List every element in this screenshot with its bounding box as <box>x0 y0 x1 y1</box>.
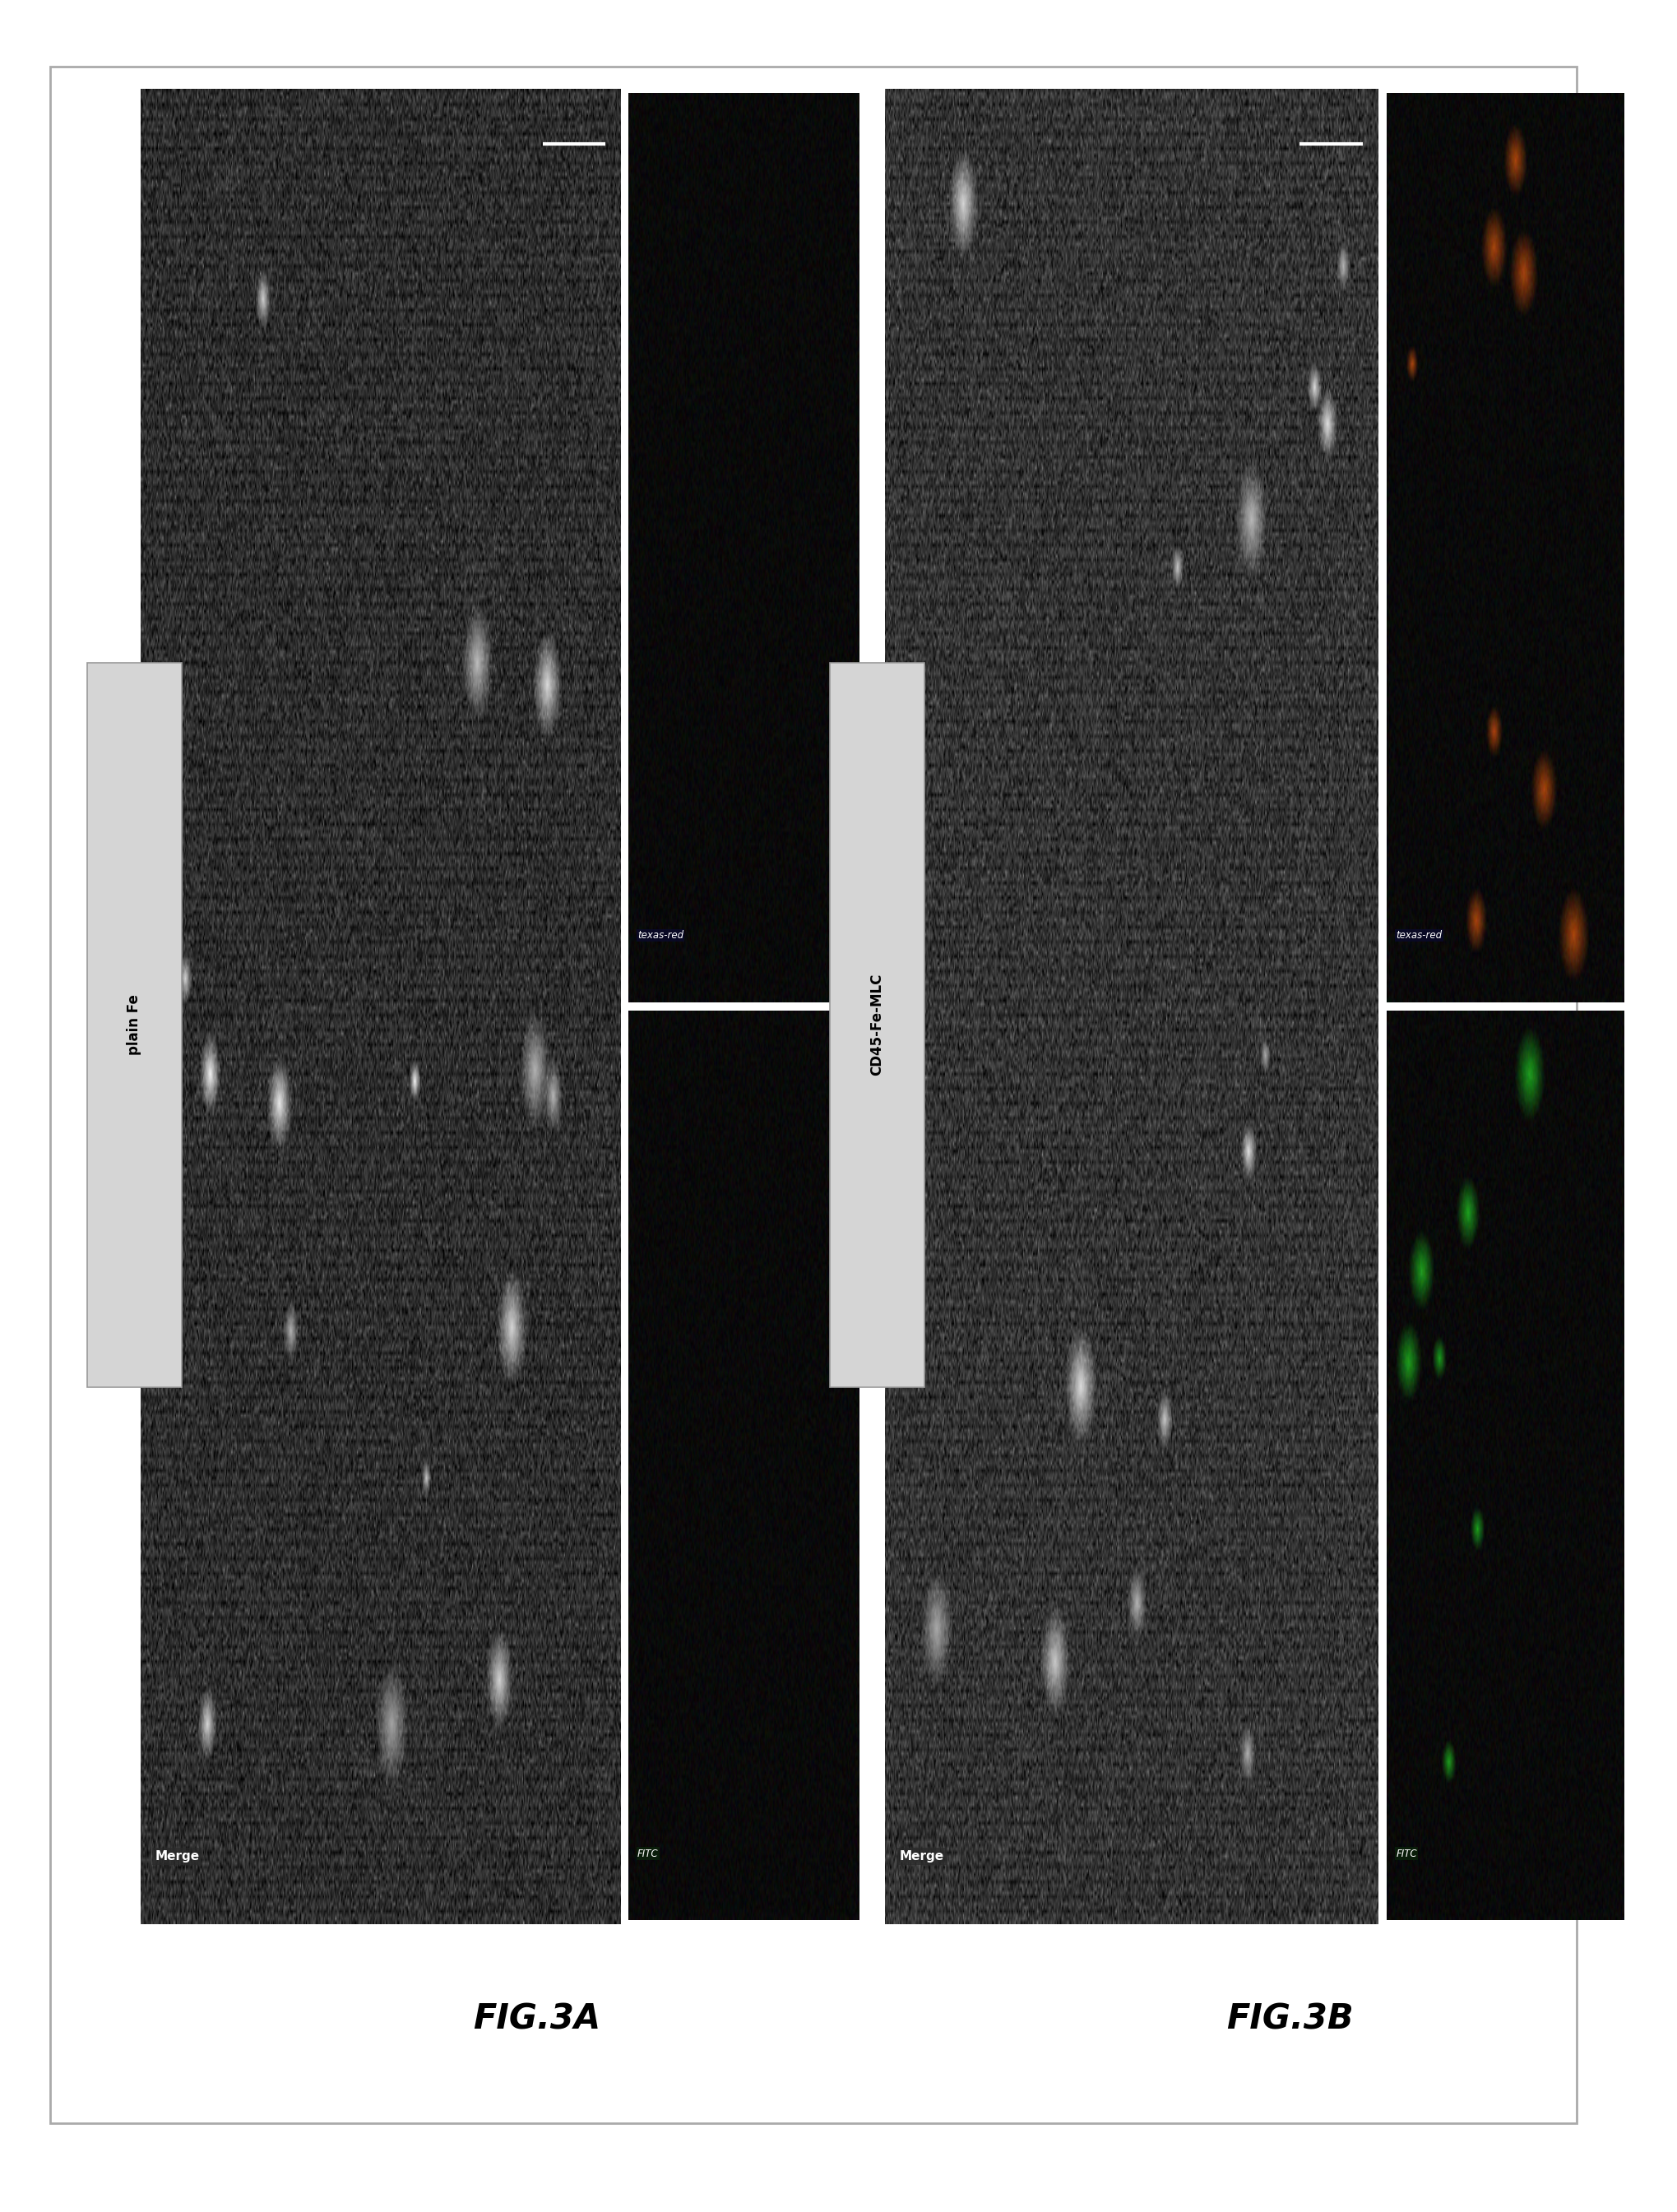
Text: FITC: FITC <box>637 1849 659 1858</box>
FancyBboxPatch shape <box>87 661 181 1387</box>
Text: FITC: FITC <box>1395 1849 1417 1858</box>
Text: CD45-Fe-MLC: CD45-Fe-MLC <box>870 973 884 1075</box>
FancyBboxPatch shape <box>830 661 924 1387</box>
Text: Merge: Merge <box>901 1849 944 1863</box>
Text: FIG.3B: FIG.3B <box>1226 2002 1353 2037</box>
Text: texas-red: texas-red <box>1395 931 1442 940</box>
Text: Merge: Merge <box>154 1849 200 1863</box>
Text: plain Fe: plain Fe <box>127 995 141 1055</box>
Text: FIG.3A: FIG.3A <box>473 2002 600 2037</box>
Text: texas-red: texas-red <box>637 931 684 940</box>
